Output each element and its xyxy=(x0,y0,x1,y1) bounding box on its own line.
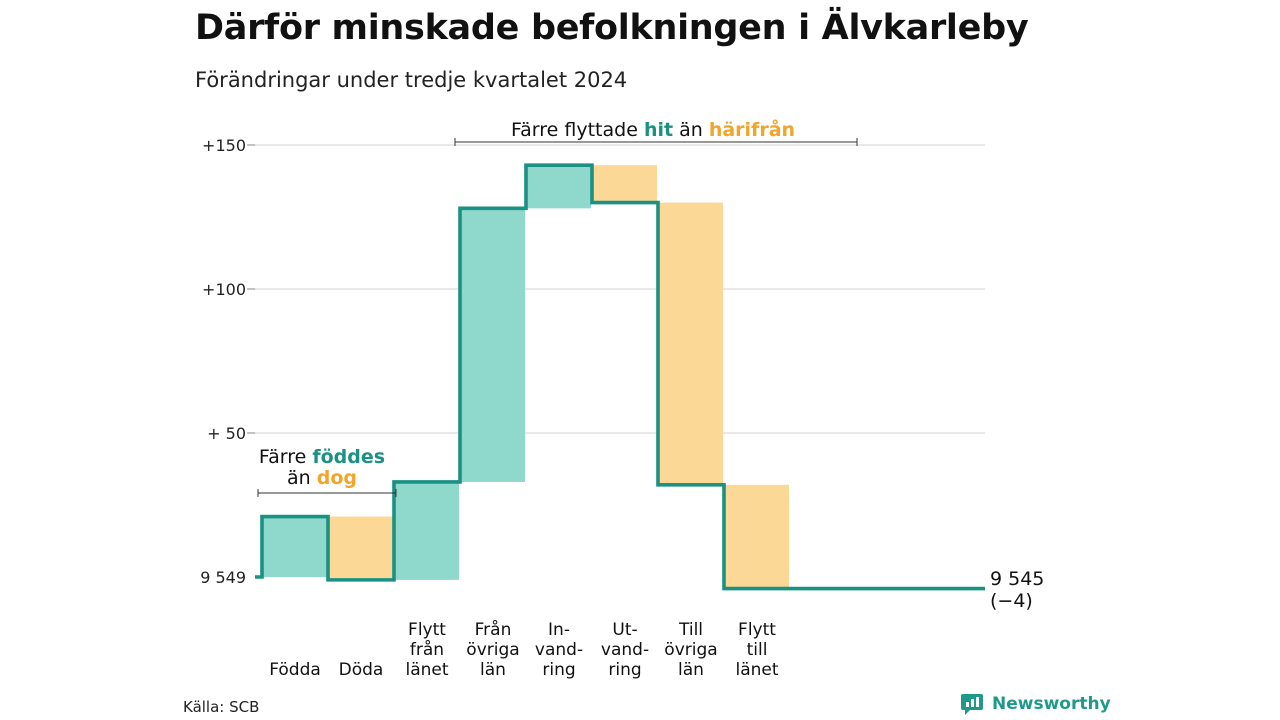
births-annotation-line2: än dog xyxy=(287,467,357,489)
end-change-label: (−4) xyxy=(990,590,1033,612)
chart-title: Därför minskade befolkningen i Älvkarleb… xyxy=(195,8,1029,48)
births-annotation-line1: Färre föddes xyxy=(259,446,385,468)
bar-inflow xyxy=(460,208,525,482)
y-tick-label: +100 xyxy=(202,280,246,299)
category-label: vand- xyxy=(601,640,649,660)
y-tick-label: 9 549 xyxy=(200,568,246,587)
category-label: Från xyxy=(475,619,512,640)
category-label: övriga xyxy=(466,640,519,660)
category-label: länet xyxy=(735,660,778,680)
x-axis-categories: Födda DödaFlyttfrånlänetFrånövrigalänIn-v… xyxy=(269,619,779,680)
end-value-label: 9 545 xyxy=(990,568,1044,590)
category-label: län xyxy=(480,660,506,680)
y-axis-ticks: 9 549 + 50 +100 +150 xyxy=(200,136,246,587)
bars xyxy=(262,165,789,589)
bar-outflow xyxy=(658,202,723,485)
population-step-line xyxy=(255,163,985,591)
waterfall-chart: 9 549+ 50+100+150 Födda DödaFlyttfrånläne… xyxy=(200,117,1044,680)
category-label: övriga xyxy=(664,640,717,660)
category-label: In- xyxy=(548,620,570,640)
chart-subtitle: Förändringar under tredje kvartalet 2024 xyxy=(195,68,628,92)
category-label: ring xyxy=(542,660,575,680)
births-annotation: Färre föddes än dog xyxy=(257,446,397,497)
bar-inflow xyxy=(526,165,591,209)
bar-inflow xyxy=(394,481,459,580)
category-label: länet xyxy=(405,660,448,680)
category-label: Ut- xyxy=(612,620,637,640)
category-label: från xyxy=(410,639,444,660)
category-label: län xyxy=(678,660,704,680)
category-label: Döda xyxy=(339,660,384,680)
category-label: till xyxy=(747,640,768,660)
newsworthy-logo-icon xyxy=(961,694,983,715)
y-tick-label: +150 xyxy=(202,136,246,155)
bar-outflow xyxy=(328,516,393,580)
bar-inflow xyxy=(262,516,327,577)
category-label: Flytt xyxy=(738,620,776,640)
migration-annotation-text: Färre flyttade hit än härifrån xyxy=(511,117,795,141)
source-note: Källa: SCB xyxy=(183,698,260,716)
category-label: Till xyxy=(678,620,703,640)
category-label: vand- xyxy=(535,640,583,660)
migration-annotation: Färre flyttade hit än härifrån xyxy=(454,117,858,146)
category-label: Födda xyxy=(269,660,321,680)
logo-text: Newsworthy xyxy=(992,694,1111,714)
category-label: Flytt xyxy=(408,620,446,640)
gridlines xyxy=(247,144,985,434)
newsworthy-logo: Newsworthy xyxy=(960,692,1111,716)
y-tick-label: + 50 xyxy=(207,424,246,443)
step-line xyxy=(255,163,985,591)
bar-outflow xyxy=(592,165,657,203)
bar-outflow xyxy=(724,484,789,589)
category-label: ring xyxy=(608,660,641,680)
